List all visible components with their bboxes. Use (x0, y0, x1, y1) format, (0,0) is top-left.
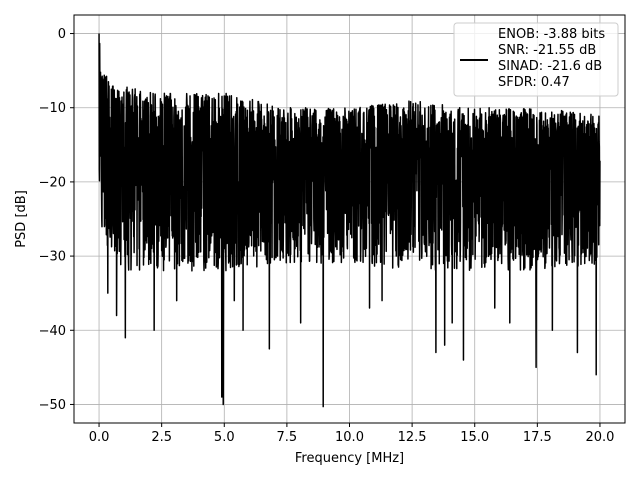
x-tick-label: 15.0 (460, 430, 489, 445)
legend-entry-sfdr: SFDR: 0.47 (498, 75, 570, 90)
legend-entry-enob: ENOB: -3.88 bits (498, 27, 605, 42)
legend: ENOB: -3.88 bits SNR: -21.55 dB SINAD: -… (453, 22, 619, 97)
y-tick-label: −40 (39, 324, 66, 339)
psd-series (98, 33, 601, 408)
x-tick-label: 5.0 (214, 430, 235, 445)
x-tick-label: 17.5 (523, 430, 552, 445)
x-tick-label: 7.5 (277, 430, 298, 445)
y-axis-label: PSD [dB] (14, 190, 29, 248)
y-tick-label: −10 (39, 101, 66, 116)
x-tick-label: 0.0 (89, 430, 110, 445)
x-tick-label: 20.0 (585, 430, 614, 445)
x-axis-ticks: 0.0 2.5 5.0 7.5 10.0 12.5 15.0 17.5 20.0 (89, 423, 614, 445)
legend-entry-sinad: SINAD: -21.6 dB (498, 59, 602, 74)
y-tick-label: −30 (39, 250, 66, 265)
y-tick-label: 0 (58, 27, 66, 42)
x-tick-label: 2.5 (151, 430, 172, 445)
x-tick-label: 10.0 (335, 430, 364, 445)
legend-entry-snr: SNR: -21.55 dB (498, 43, 596, 58)
psd-line (98, 33, 601, 408)
y-tick-label: −50 (39, 398, 66, 413)
x-tick-label: 12.5 (398, 430, 427, 445)
legend-box (453, 22, 619, 97)
x-axis-label: Frequency [MHz] (295, 451, 404, 466)
y-axis-ticks: 0 −10 −20 −30 −40 −50 (39, 27, 74, 413)
y-tick-label: −20 (39, 175, 66, 190)
